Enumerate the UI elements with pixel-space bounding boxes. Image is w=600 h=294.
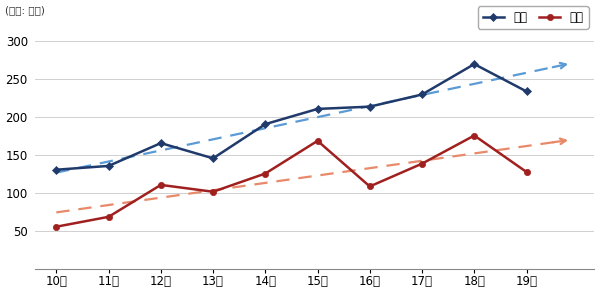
신고 bbox=[53, 168, 60, 171]
도착 bbox=[314, 139, 321, 143]
신고 bbox=[470, 62, 478, 66]
도착 bbox=[262, 172, 269, 175]
도착 bbox=[418, 162, 425, 166]
신고 bbox=[262, 122, 269, 126]
도착 bbox=[53, 225, 60, 228]
신고 bbox=[418, 93, 425, 96]
Line: 도착: 도착 bbox=[53, 132, 530, 230]
신고 bbox=[366, 105, 373, 108]
도착 bbox=[105, 215, 112, 219]
도착 bbox=[470, 134, 478, 137]
도착 bbox=[523, 170, 530, 174]
도착 bbox=[366, 185, 373, 188]
Text: (단위: 억불): (단위: 억불) bbox=[5, 5, 44, 15]
신고 bbox=[105, 164, 112, 168]
신고 bbox=[157, 141, 164, 145]
도착 bbox=[209, 190, 217, 193]
도착 bbox=[157, 183, 164, 187]
Legend: 신고, 도착: 신고, 도착 bbox=[478, 6, 589, 29]
신고 bbox=[209, 156, 217, 160]
신고 bbox=[314, 107, 321, 111]
신고 bbox=[523, 90, 530, 93]
Line: 신고: 신고 bbox=[53, 61, 530, 173]
